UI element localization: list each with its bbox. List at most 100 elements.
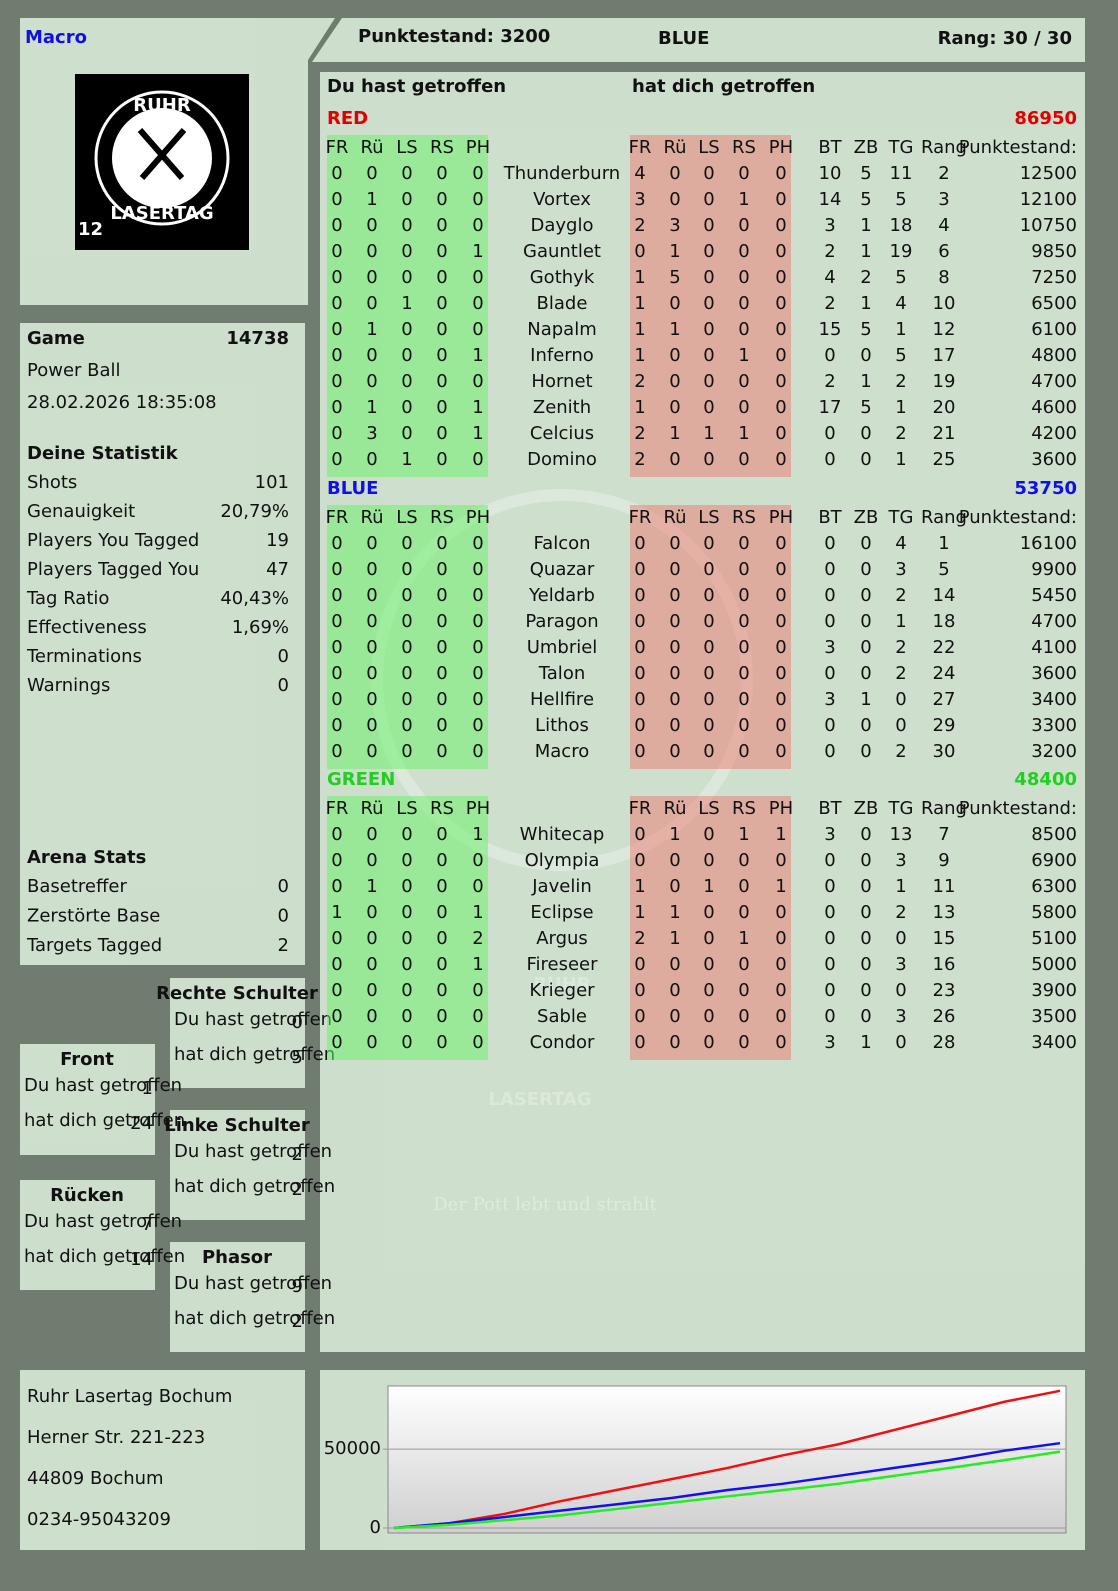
cell: 0 bbox=[634, 637, 645, 658]
cell: 0 bbox=[401, 189, 412, 210]
cell: 0 bbox=[860, 850, 871, 871]
cell: 0 bbox=[703, 397, 714, 418]
cell: 0 bbox=[669, 689, 680, 710]
cell: 0 bbox=[436, 267, 447, 288]
column-header: LS bbox=[396, 137, 417, 158]
cell: 0 bbox=[472, 449, 483, 470]
cell: 0 bbox=[472, 293, 483, 314]
cell: 1 bbox=[669, 319, 680, 340]
stat-label: Genauigkeit bbox=[27, 501, 135, 522]
cell: 0 bbox=[703, 637, 714, 658]
cell: 11 bbox=[933, 876, 956, 897]
cell: 0 bbox=[738, 293, 749, 314]
cell: 0 bbox=[703, 850, 714, 871]
cell: 0 bbox=[634, 954, 645, 975]
player-name: Fireseer bbox=[526, 954, 598, 975]
stat-label: Tag Ratio bbox=[26, 588, 109, 609]
cell: 0 bbox=[824, 559, 835, 580]
cell: 1 bbox=[860, 1032, 871, 1053]
stat-value: 20,79% bbox=[220, 501, 289, 522]
column-header: FR bbox=[629, 507, 652, 528]
cell: 3500 bbox=[1031, 1006, 1077, 1027]
column-header: LS bbox=[698, 137, 719, 158]
cell: 0 bbox=[472, 189, 483, 210]
stat-value: 0 bbox=[278, 876, 289, 897]
zone-label: hat dich getroffen bbox=[24, 1110, 185, 1131]
cell: 28 bbox=[933, 1032, 956, 1053]
stat-label: Zerstörte Base bbox=[27, 906, 160, 927]
column-header: LS bbox=[698, 798, 719, 819]
cell: 0 bbox=[775, 559, 786, 580]
cell: 0 bbox=[775, 449, 786, 470]
column-header: Rang bbox=[921, 798, 967, 819]
cell: 18 bbox=[933, 611, 956, 632]
cell: 6300 bbox=[1031, 876, 1077, 897]
cell: 1 bbox=[775, 876, 786, 897]
stat-label: Shots bbox=[27, 472, 77, 493]
column-header: FR bbox=[326, 798, 349, 819]
cell: 0 bbox=[775, 371, 786, 392]
cell: 0 bbox=[331, 980, 342, 1001]
cell: 10 bbox=[819, 163, 842, 184]
cell: 0 bbox=[366, 585, 377, 606]
cell: 0 bbox=[775, 319, 786, 340]
column-header: Rü bbox=[360, 507, 383, 528]
cell: 0 bbox=[738, 371, 749, 392]
cell: 4 bbox=[824, 267, 835, 288]
cell: 0 bbox=[436, 533, 447, 554]
cell: 2 bbox=[895, 585, 906, 606]
cell: 0 bbox=[669, 637, 680, 658]
cell: 0 bbox=[775, 611, 786, 632]
player-name: Krieger bbox=[529, 980, 595, 1001]
cell: 1 bbox=[472, 423, 483, 444]
cell: 4 bbox=[938, 215, 949, 236]
logo-hammers bbox=[137, 128, 187, 180]
cell: 10 bbox=[933, 293, 956, 314]
player-name: Condor bbox=[530, 1032, 595, 1053]
cell: 0 bbox=[331, 189, 342, 210]
player-name: Zenith bbox=[533, 397, 591, 418]
cell: 0 bbox=[331, 689, 342, 710]
cell: 0 bbox=[634, 1032, 645, 1053]
series-line bbox=[393, 1389, 1061, 1530]
cell: 3 bbox=[824, 637, 835, 658]
cell: 0 bbox=[366, 637, 377, 658]
stat-label: Basetreffer bbox=[27, 876, 127, 897]
cell: 1 bbox=[860, 215, 871, 236]
cell: 0 bbox=[366, 824, 377, 845]
cell: 0 bbox=[634, 689, 645, 710]
column-header: Rang bbox=[921, 507, 967, 528]
player-name: Falcon bbox=[533, 533, 590, 554]
cell: 0 bbox=[824, 663, 835, 684]
cell: 0 bbox=[401, 954, 412, 975]
cell: 0 bbox=[436, 902, 447, 923]
cell: 1 bbox=[669, 902, 680, 923]
cell: 1 bbox=[634, 267, 645, 288]
player-name: Macro bbox=[535, 741, 589, 762]
cell: 4 bbox=[895, 293, 906, 314]
cell: 4100 bbox=[1031, 637, 1077, 658]
cell: 0 bbox=[401, 345, 412, 366]
cell: 0 bbox=[738, 449, 749, 470]
cell: 19 bbox=[890, 241, 913, 262]
cell: 5 bbox=[938, 559, 949, 580]
cell: 0 bbox=[366, 163, 377, 184]
column-header: RS bbox=[430, 137, 454, 158]
cell: 0 bbox=[366, 1006, 377, 1027]
cell: 0 bbox=[436, 585, 447, 606]
y-tick-label: 50000 bbox=[324, 1438, 381, 1459]
cell: 4 bbox=[634, 163, 645, 184]
column-header: RS bbox=[430, 798, 454, 819]
cell: 0 bbox=[775, 954, 786, 975]
cell: 0 bbox=[738, 319, 749, 340]
cell: 3 bbox=[824, 215, 835, 236]
cell: 0 bbox=[775, 928, 786, 949]
cell: 3 bbox=[895, 1006, 906, 1027]
cell: 0 bbox=[775, 163, 786, 184]
cell: 0 bbox=[472, 533, 483, 554]
cell: 0 bbox=[669, 663, 680, 684]
cell: 0 bbox=[703, 928, 714, 949]
cell: 0 bbox=[331, 423, 342, 444]
stat-value: 0 bbox=[278, 906, 289, 927]
cell: 11 bbox=[890, 163, 913, 184]
